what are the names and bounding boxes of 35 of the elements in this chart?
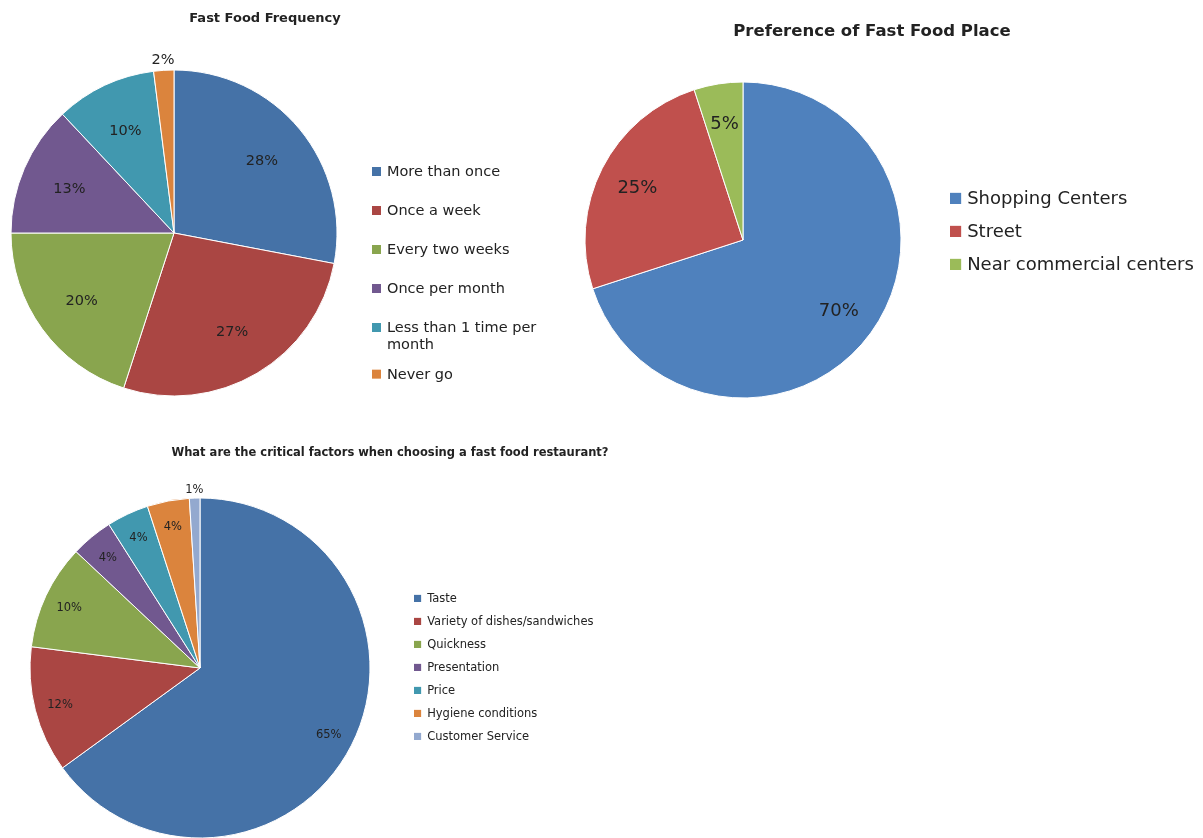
data-label: 12% xyxy=(47,696,73,711)
legend-label: Variety of dishes/sandwiches xyxy=(427,614,594,628)
data-label: 25% xyxy=(617,175,658,197)
legend-label: Never go xyxy=(386,365,454,382)
chart-title: Preference of Fast Food Place xyxy=(733,21,1011,40)
legend-label: Quickness xyxy=(427,637,487,651)
legend-label: Near commercial centers xyxy=(967,253,1194,274)
data-label: 10% xyxy=(109,121,142,138)
legend-label: Once a week xyxy=(386,202,482,218)
legend-label: Every two weeks xyxy=(386,241,510,257)
legend-label: More than once xyxy=(386,163,501,179)
data-label: 28% xyxy=(245,152,279,169)
data-label: 4% xyxy=(98,549,118,564)
legend-label: Presentation xyxy=(427,660,500,674)
legend-label: Less than 1 time per month xyxy=(386,319,537,353)
data-label: 5% xyxy=(710,112,739,134)
legend-label: Price xyxy=(427,683,456,697)
data-label: 4% xyxy=(163,519,183,534)
data-label: 1% xyxy=(185,481,204,496)
legend-label: Hygiene conditions xyxy=(427,706,538,720)
legend-label: Once per month xyxy=(386,280,505,296)
data-label: 4% xyxy=(129,530,148,545)
data-label: 20% xyxy=(65,292,98,309)
legend-label: Street xyxy=(967,220,1022,241)
legend-label: Taste xyxy=(426,591,457,605)
data-label: 13% xyxy=(53,179,86,196)
chart-title: Fast Food Frequency xyxy=(189,10,342,25)
data-label: 27% xyxy=(215,323,249,340)
chart-title: What are the critical factors when choosing a fast food restaurant? xyxy=(171,445,609,459)
legend-label: Shopping Centers xyxy=(967,187,1128,208)
data-label: 2% xyxy=(151,50,175,67)
data-label: 10% xyxy=(56,599,83,614)
legend-label: Customer Service xyxy=(427,729,530,743)
data-label: 65% xyxy=(315,726,342,741)
data-label: 70% xyxy=(818,298,859,320)
